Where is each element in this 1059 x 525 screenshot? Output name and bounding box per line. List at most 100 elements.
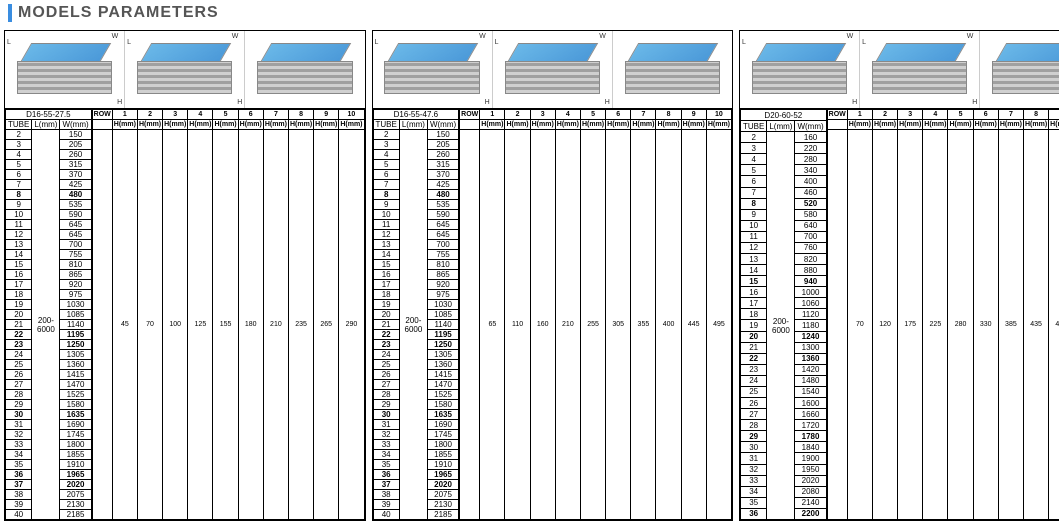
h-value: 355 xyxy=(631,130,656,520)
row-num: 5 xyxy=(213,110,238,120)
row-num: 1 xyxy=(112,110,137,120)
row-num: 4 xyxy=(188,110,213,120)
row-h-table: ROW12345678910H(mm)H(mm)H(mm)H(mm)H(mm)H… xyxy=(827,109,1059,520)
row-num: 5 xyxy=(580,110,605,120)
col-tube: TUBE xyxy=(373,120,399,130)
h-header: H(mm) xyxy=(530,120,555,130)
h-header: H(mm) xyxy=(1023,120,1048,130)
row-label: ROW xyxy=(827,110,847,120)
l-value: 200-6000 xyxy=(767,132,795,520)
col-w: W(mm) xyxy=(795,121,826,132)
dim-w-label: W xyxy=(599,33,606,40)
product-image: W L H xyxy=(373,31,493,108)
h-header: H(mm) xyxy=(923,120,948,130)
col-tube: TUBE xyxy=(741,121,767,132)
table-row: 2200-6000150 xyxy=(373,130,459,140)
row-num: 10 xyxy=(706,110,731,120)
col-l: L(mm) xyxy=(767,121,795,132)
row-num: 8 xyxy=(1023,110,1048,120)
col-w: W(mm) xyxy=(427,120,458,130)
h-header: H(mm) xyxy=(847,120,872,130)
row-num: 8 xyxy=(288,110,313,120)
row-num: 2 xyxy=(872,110,897,120)
h-header: H(mm) xyxy=(706,120,731,130)
row-num: 10 xyxy=(339,110,364,120)
product-image: WLH xyxy=(125,31,245,108)
h-value: 110 xyxy=(505,130,530,520)
h-value: 120 xyxy=(872,130,897,520)
h-header: H(mm) xyxy=(948,120,973,130)
dim-h-label: H xyxy=(485,99,490,106)
dim-l-label: L xyxy=(742,39,746,46)
h-header: H(mm) xyxy=(606,120,631,130)
accent-bar xyxy=(8,4,12,22)
col-l: L(mm) xyxy=(32,120,60,130)
h-value: 65 xyxy=(480,130,505,520)
h-value: 160 xyxy=(530,130,555,520)
h-value: 125 xyxy=(188,130,213,520)
h-value: 400 xyxy=(656,130,681,520)
col-w: W(mm) xyxy=(60,120,91,130)
row-num: 8 xyxy=(656,110,681,120)
dim-h-label: H xyxy=(972,99,977,106)
dim-l-label: L xyxy=(862,39,866,46)
row-num: 6 xyxy=(238,110,263,120)
row-num: 2 xyxy=(137,110,162,120)
product-image xyxy=(980,31,1059,108)
model-code: D20-60-52 xyxy=(741,110,827,121)
h-value: 495 xyxy=(706,130,731,520)
dim-l-label: L xyxy=(375,39,379,46)
h-value: 235 xyxy=(288,130,313,520)
dim-l-label: L xyxy=(127,39,131,46)
h-header: H(mm) xyxy=(580,120,605,130)
dim-h-label: H xyxy=(852,99,857,106)
images-row: WLHWLH xyxy=(5,31,365,109)
h-value: 155 xyxy=(213,130,238,520)
h-value: 330 xyxy=(973,130,998,520)
h-header: H(mm) xyxy=(238,120,263,130)
h-header: H(mm) xyxy=(1049,120,1059,130)
row-num: 3 xyxy=(530,110,555,120)
h-value: 485 xyxy=(1049,130,1059,520)
product-image: W L H xyxy=(740,31,860,108)
row-num: 6 xyxy=(973,110,998,120)
model-panel: WLHWLHD20-60-52TUBEL(mm)W(mm)2200-600016… xyxy=(739,30,1059,521)
h-value: 385 xyxy=(998,130,1023,520)
h-header: H(mm) xyxy=(213,120,238,130)
row-h-table: ROW12345678910H(mm)H(mm)H(mm)H(mm)H(mm)H… xyxy=(92,109,365,520)
table-row: 2200-6000150 xyxy=(6,130,92,140)
h-value: 255 xyxy=(580,130,605,520)
panels-container: WLHWLHD16-55-27.5TUBEL(mm)W(mm)2200-6000… xyxy=(0,26,1059,525)
table-wrap: D20-60-52TUBEL(mm)W(mm)2200-600016032204… xyxy=(740,109,1059,520)
row-num: 9 xyxy=(314,110,339,120)
h-header: H(mm) xyxy=(505,120,530,130)
row-num: 1 xyxy=(847,110,872,120)
h-value: 45 xyxy=(112,130,137,520)
h-header: H(mm) xyxy=(872,120,897,130)
table-wrap: D16-55-47.6TUBEL(mm)W(mm)2200-6000150 3 20… xyxy=(373,109,733,520)
row-num: 4 xyxy=(555,110,580,120)
h-header: H(mm) xyxy=(681,120,706,130)
dim-w-label: W xyxy=(112,33,119,40)
product-image xyxy=(613,31,732,108)
model-code: D16-55-47.6 xyxy=(373,110,459,120)
tube-table: D20-60-52TUBEL(mm)W(mm)2200-600016032204… xyxy=(740,109,827,520)
h-value: 290 xyxy=(339,130,364,520)
row-h-table: ROW12345678910H(mm)H(mm)H(mm)H(mm)H(mm)H… xyxy=(459,109,732,520)
h-value: 210 xyxy=(555,130,580,520)
model-panel: WLHWLHD16-55-47.6TUBEL(mm)W(mm)2200-6000… xyxy=(372,30,734,521)
dim-w-label: W xyxy=(232,33,239,40)
h-header: H(mm) xyxy=(480,120,505,130)
row-num: 7 xyxy=(998,110,1023,120)
col-l: L(mm) xyxy=(399,120,427,130)
images-row: WLHWLH xyxy=(373,31,733,109)
dim-h-label: H xyxy=(605,99,610,106)
h-value: 225 xyxy=(923,130,948,520)
dim-w-label: W xyxy=(479,33,486,40)
page-title: MODELS PARAMETERS xyxy=(18,4,219,22)
h-value: 445 xyxy=(681,130,706,520)
h-value: 175 xyxy=(898,130,923,520)
h-value: 70 xyxy=(847,130,872,520)
l-value: 200-6000 xyxy=(399,130,427,520)
dim-w-label: W xyxy=(847,33,854,40)
